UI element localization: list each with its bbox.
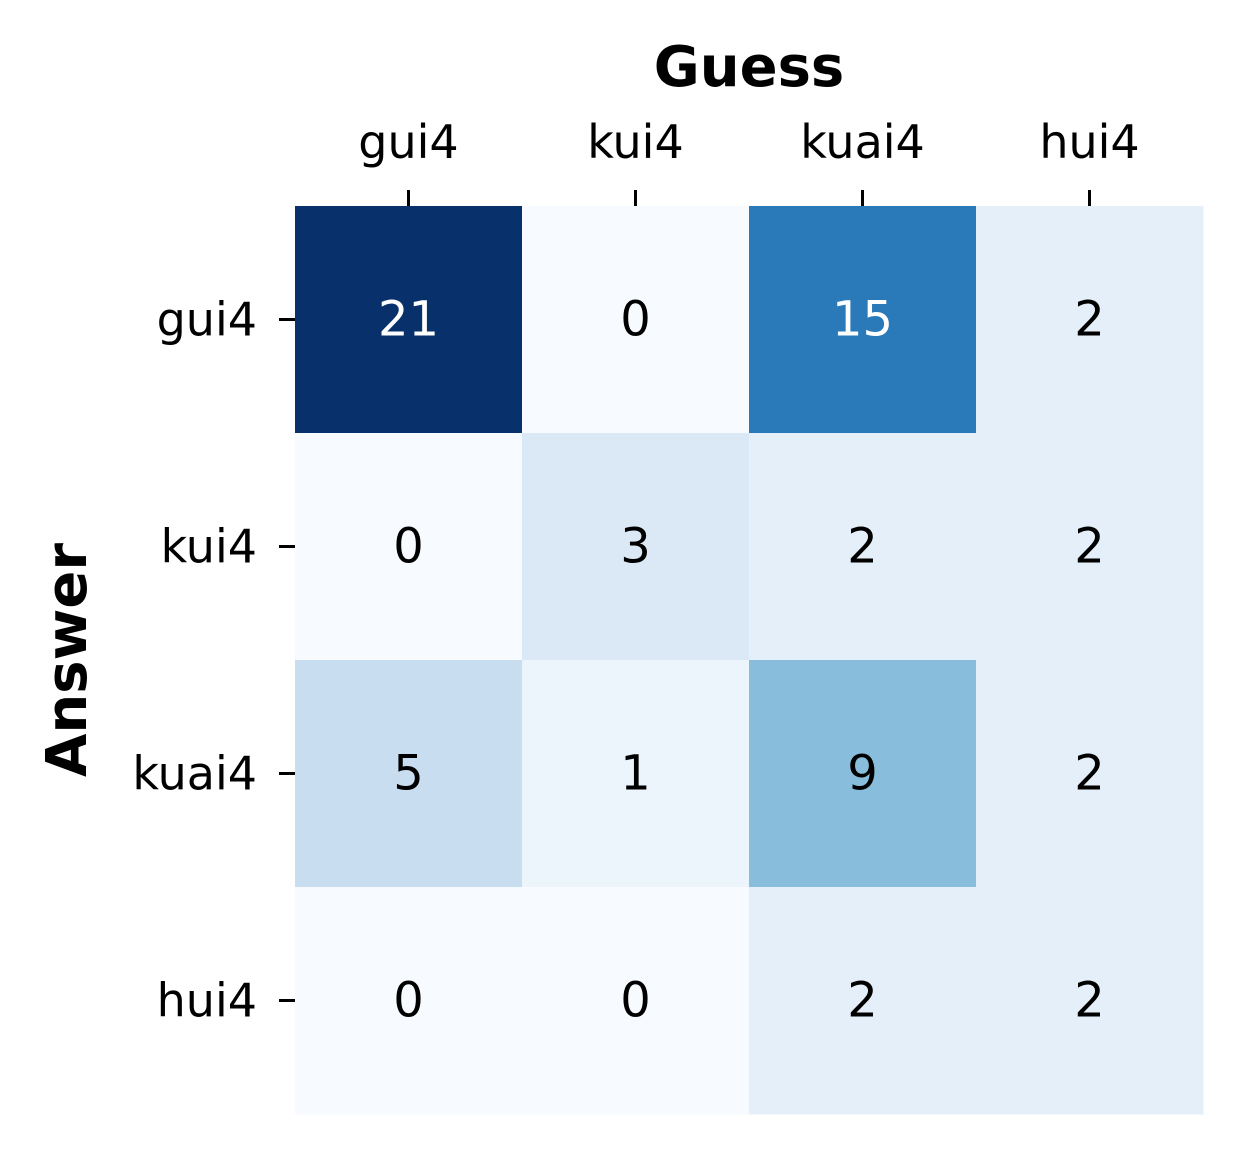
x-axis-title: Guess	[654, 35, 844, 100]
cell-value-r2-c2: 9	[847, 746, 878, 802]
heatmap-cell-r1-c2	[749, 433, 977, 661]
x-tick-label-kuai4: kuai4	[800, 115, 925, 169]
y-tick-label-kuai4: kuai4	[132, 747, 257, 801]
heatmap-cell-r0-c0	[295, 206, 523, 434]
cell-value-r2-c3: 2	[1074, 746, 1105, 802]
heatmap-cell-r2-c0	[295, 660, 523, 888]
heatmap-cell-r1-c0	[295, 433, 523, 661]
heatmap-cell-r3-c1	[522, 887, 750, 1115]
x-axis-ticks: gui4 kui4 kuai4 hui4	[358, 115, 1140, 206]
y-axis-title: Answer	[35, 543, 100, 777]
cell-value-r3-c2: 2	[847, 973, 878, 1029]
x-tick-label-kui4: kui4	[587, 115, 683, 169]
heatmap-cell-labels: 21 0 15 2 0 3 2 2 5 1 9 2 0 0 2 2	[378, 292, 1105, 1029]
cell-value-r3-c3: 2	[1074, 973, 1105, 1029]
heatmap-cells	[295, 206, 1204, 1115]
cell-value-r0-c0: 21	[378, 292, 439, 348]
heatmap-cell-r2-c2	[749, 660, 977, 888]
cell-value-r1-c3: 2	[1074, 519, 1105, 575]
cell-value-r2-c0: 5	[393, 746, 424, 802]
heatmap-cell-r2-c1	[522, 660, 750, 888]
y-tick-label-kui4: kui4	[161, 520, 257, 574]
heatmap-cell-r0-c2	[749, 206, 977, 434]
heatmap-cell-r2-c3	[976, 660, 1204, 888]
y-axis-ticks: gui4 kui4 kuai4 hui4	[132, 293, 295, 1028]
cell-value-r0-c3: 2	[1074, 292, 1105, 348]
heatmap-cell-r3-c3	[976, 887, 1204, 1115]
cell-value-r1-c2: 2	[847, 519, 878, 575]
heatmap-cell-r3-c0	[295, 887, 523, 1115]
heatmap-cell-r1-c3	[976, 433, 1204, 661]
x-tick-label-gui4: gui4	[358, 115, 458, 169]
cell-value-r0-c1: 0	[620, 292, 651, 348]
x-tick-label-hui4: hui4	[1039, 115, 1139, 169]
cell-value-r3-c1: 0	[620, 973, 651, 1029]
cell-value-r0-c2: 15	[832, 292, 893, 348]
y-tick-label-hui4: hui4	[157, 974, 257, 1028]
cell-value-r2-c1: 1	[620, 746, 651, 802]
cell-value-r1-c0: 0	[393, 519, 424, 575]
heatmap-cell-r0-c3	[976, 206, 1204, 434]
cell-value-r3-c0: 0	[393, 973, 424, 1029]
cell-value-r1-c1: 3	[620, 519, 651, 575]
y-tick-label-gui4: gui4	[157, 293, 257, 347]
heatmap-cell-r1-c1	[522, 433, 750, 661]
heatmap-cell-r3-c2	[749, 887, 977, 1115]
heatmap-cell-r0-c1	[522, 206, 750, 434]
